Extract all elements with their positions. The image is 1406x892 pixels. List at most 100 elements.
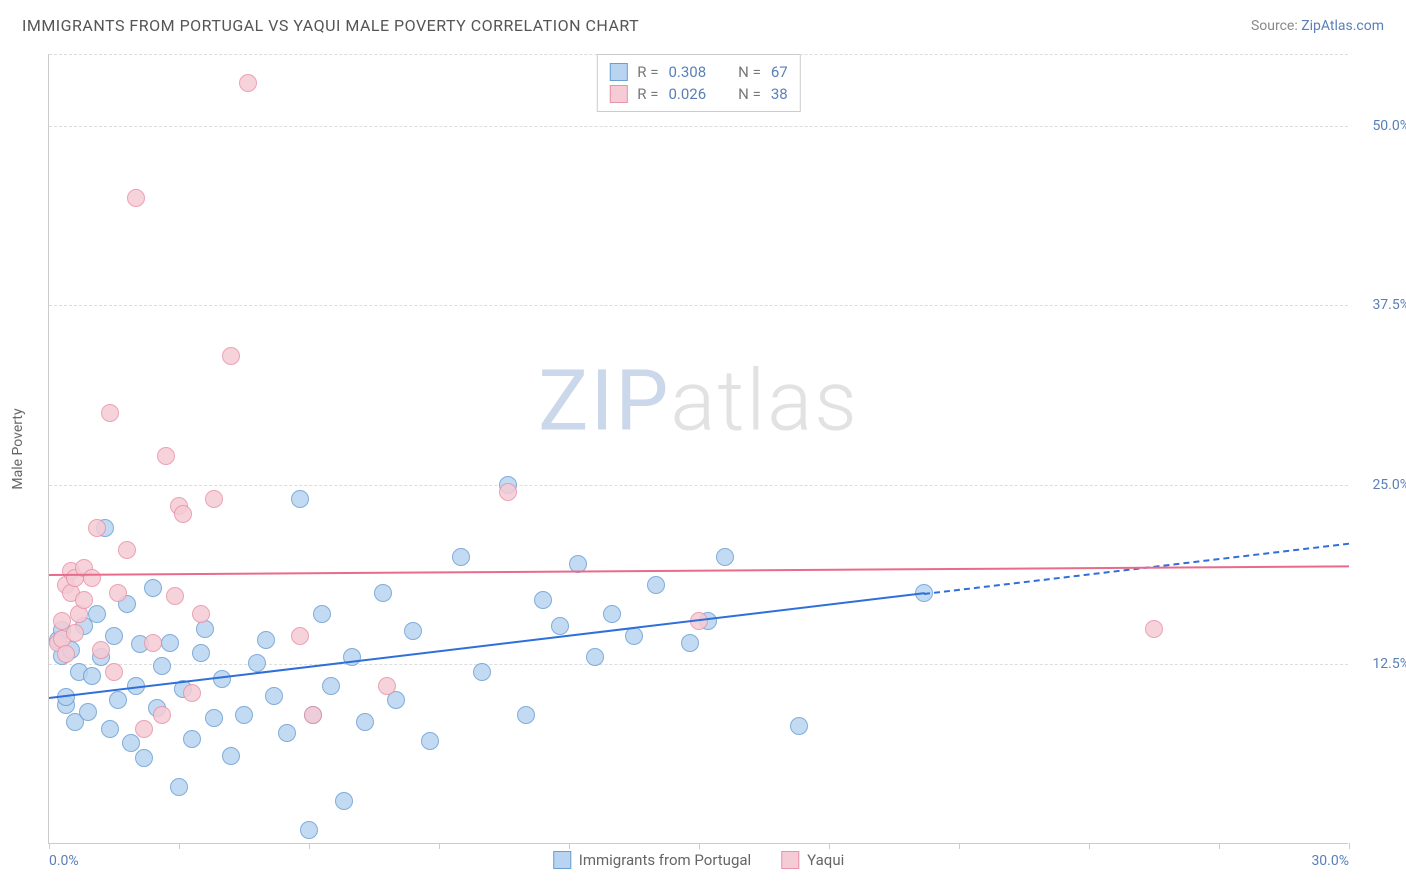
data-point <box>101 404 119 422</box>
data-point <box>404 622 422 640</box>
x-tick <box>959 843 960 849</box>
legend-swatch <box>609 63 627 81</box>
x-tick <box>49 843 50 849</box>
legend-series-item: Yaqui <box>781 851 844 869</box>
legend-stats-row: R =0.308N =67 <box>609 61 787 83</box>
stat-r-value: 0.308 <box>668 63 706 81</box>
watermark: ZIPatlas <box>538 352 859 451</box>
data-point <box>135 749 153 767</box>
data-point <box>291 627 309 645</box>
data-point <box>222 747 240 765</box>
data-point <box>322 677 340 695</box>
data-point <box>1145 620 1163 638</box>
data-point <box>183 684 201 702</box>
data-point <box>174 505 192 523</box>
data-point <box>378 677 396 695</box>
data-point <box>122 734 140 752</box>
data-point <box>170 778 188 796</box>
data-point <box>79 703 97 721</box>
trend-line <box>49 565 1349 576</box>
legend-series-label: Yaqui <box>807 851 844 869</box>
data-point <box>647 576 665 594</box>
data-point <box>153 657 171 675</box>
y-tick-label: 50.0% <box>1372 118 1406 134</box>
data-point <box>517 706 535 724</box>
x-tick <box>1219 843 1220 849</box>
data-point <box>135 720 153 738</box>
data-point <box>205 709 223 727</box>
data-point <box>499 483 517 501</box>
data-point <box>248 654 266 672</box>
legend-swatch <box>781 851 799 869</box>
stat-r-value: 0.026 <box>668 85 706 103</box>
y-axis-title: Male Poverty <box>10 408 26 489</box>
data-point <box>192 605 210 623</box>
x-tick-label: 30.0% <box>1311 853 1349 869</box>
data-point <box>66 624 84 642</box>
gridline <box>49 126 1348 127</box>
data-point <box>222 347 240 365</box>
stat-n-label: N = <box>738 63 761 81</box>
data-point <box>192 644 210 662</box>
source-prefix: Source: <box>1251 18 1301 34</box>
data-point <box>235 706 253 724</box>
stat-n-label: N = <box>738 85 761 103</box>
data-point <box>534 591 552 609</box>
x-tick <box>1089 843 1090 849</box>
data-point <box>183 730 201 748</box>
legend-stats: R =0.308N =67R =0.026N =38 <box>596 54 800 112</box>
stat-n-value: 38 <box>771 85 788 103</box>
data-point <box>161 634 179 652</box>
source-link[interactable]: ZipAtlas.com <box>1301 18 1384 34</box>
x-tick <box>1349 843 1350 849</box>
data-point <box>157 447 175 465</box>
data-point <box>304 706 322 724</box>
legend-swatch <box>553 851 571 869</box>
data-point <box>343 648 361 666</box>
x-tick-label: 0.0% <box>49 853 79 869</box>
data-point <box>83 667 101 685</box>
data-point <box>300 821 318 839</box>
x-tick <box>439 843 440 849</box>
data-point <box>57 645 75 663</box>
data-point <box>257 631 275 649</box>
data-point <box>239 74 257 92</box>
data-point <box>603 605 621 623</box>
legend-series-label: Immigrants from Portugal <box>579 851 751 869</box>
data-point <box>101 720 119 738</box>
y-tick-label: 37.5% <box>1372 297 1406 313</box>
y-tick-label: 25.0% <box>1372 477 1406 493</box>
stat-r-label: R = <box>637 63 658 81</box>
data-point <box>421 732 439 750</box>
data-point <box>356 713 374 731</box>
x-tick <box>829 843 830 849</box>
watermark-atlas: atlas <box>670 352 859 451</box>
data-point <box>452 548 470 566</box>
data-point <box>374 584 392 602</box>
data-point <box>83 569 101 587</box>
data-point <box>118 541 136 559</box>
data-point <box>473 663 491 681</box>
data-point <box>109 584 127 602</box>
data-point <box>278 724 296 742</box>
legend-series-item: Immigrants from Portugal <box>553 851 751 869</box>
data-point <box>291 490 309 508</box>
gridline <box>49 305 1348 306</box>
data-point <box>127 189 145 207</box>
watermark-zip: ZIP <box>538 352 670 451</box>
y-tick-label: 12.5% <box>1372 656 1406 672</box>
gridline <box>49 664 1348 665</box>
data-point <box>88 605 106 623</box>
data-point <box>681 634 699 652</box>
x-tick <box>309 843 310 849</box>
data-point <box>109 691 127 709</box>
data-point <box>92 641 110 659</box>
x-tick <box>179 843 180 849</box>
data-point <box>88 519 106 537</box>
data-point <box>144 634 162 652</box>
data-point <box>166 587 184 605</box>
data-point <box>716 548 734 566</box>
source-credit: Source: ZipAtlas.com <box>1251 18 1384 34</box>
legend-swatch <box>609 85 627 103</box>
data-point <box>586 648 604 666</box>
